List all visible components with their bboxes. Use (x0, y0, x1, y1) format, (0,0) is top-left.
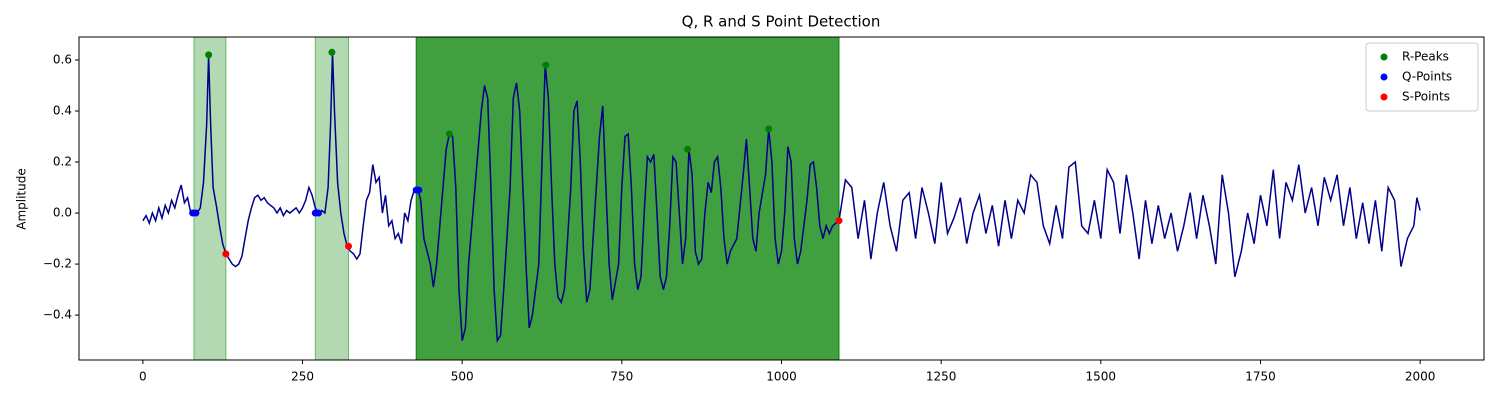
legend-label: Q-Points (1402, 70, 1452, 84)
point-marker (765, 125, 773, 133)
x-tick-label: 1750 (1245, 370, 1276, 384)
point-marker (205, 51, 213, 59)
x-tick-label: 750 (610, 370, 633, 384)
legend-marker (1380, 93, 1388, 101)
point-marker (222, 250, 230, 258)
y-axis-label: Amplitude (15, 168, 29, 230)
highlight-span (415, 36, 840, 361)
legend-label: S-Points (1402, 90, 1450, 104)
point-marker (684, 145, 692, 153)
signal-line (142, 52, 1421, 343)
point-marker (314, 209, 322, 217)
legend-box (1365, 42, 1479, 112)
point-marker (192, 209, 200, 217)
y-tick-label: 0.0 (53, 206, 72, 220)
y-tick-label: 0.4 (53, 103, 72, 117)
point-marker (445, 130, 453, 138)
y-tick-label: −0.2 (43, 257, 72, 271)
x-tick-label: 1500 (1086, 370, 1117, 384)
legend-marker (1380, 73, 1388, 81)
x-tick-label: 0 (139, 370, 147, 384)
x-tick-label: 250 (291, 370, 314, 384)
x-tick-label: 1250 (926, 370, 957, 384)
x-tick-label: 1000 (766, 370, 797, 384)
y-tick-label: 0.2 (53, 155, 72, 169)
point-marker (542, 61, 550, 69)
point-marker (835, 217, 843, 225)
y-tick-label: 0.6 (53, 52, 72, 66)
chart-title: Q, R and S Point Detection (682, 13, 881, 31)
x-tick-label: 500 (451, 370, 474, 384)
point-marker (415, 186, 423, 194)
y-tick-label: −0.4 (43, 308, 72, 322)
point-marker (328, 48, 336, 56)
point-marker (345, 242, 353, 250)
x-tick-label: 2000 (1405, 370, 1436, 384)
legend-marker (1380, 53, 1388, 61)
legend-label: R-Peaks (1402, 50, 1449, 64)
